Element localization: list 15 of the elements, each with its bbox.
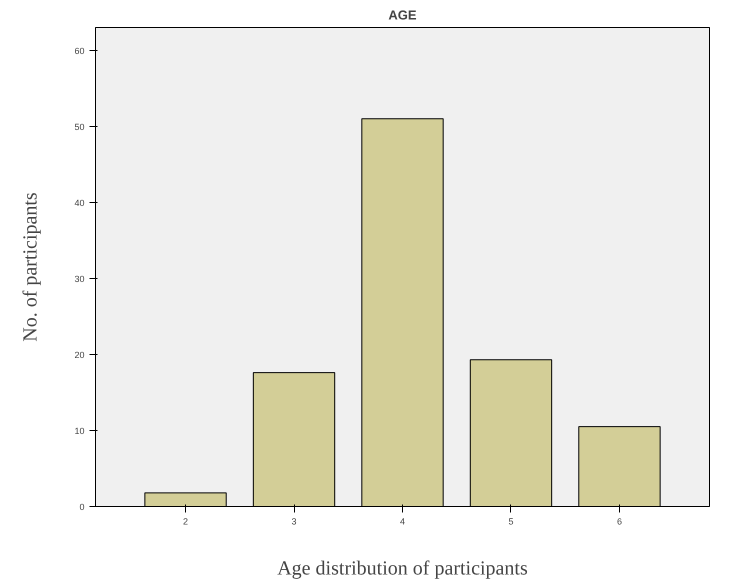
x-tick-label: 5 [508, 516, 514, 526]
y-tick-label: 40 [74, 198, 85, 208]
x-axis-title: Age distribution of participants [277, 558, 528, 580]
x-tick-label: 6 [616, 516, 622, 526]
y-tick-label: 50 [74, 122, 85, 132]
y-tick-label: 60 [74, 46, 85, 56]
y-tick-label: 10 [74, 426, 85, 436]
y-axis-title: No. of participants [19, 192, 42, 342]
y-tick-label: 0 [79, 502, 85, 512]
x-tick-label: 3 [292, 516, 297, 526]
y-tick-label: 30 [74, 274, 85, 284]
x-tick-label: 4 [400, 516, 406, 526]
x-tick-label: 2 [183, 516, 188, 526]
y-tick-label: 20 [74, 350, 85, 360]
chart-title: AGE [388, 8, 417, 22]
